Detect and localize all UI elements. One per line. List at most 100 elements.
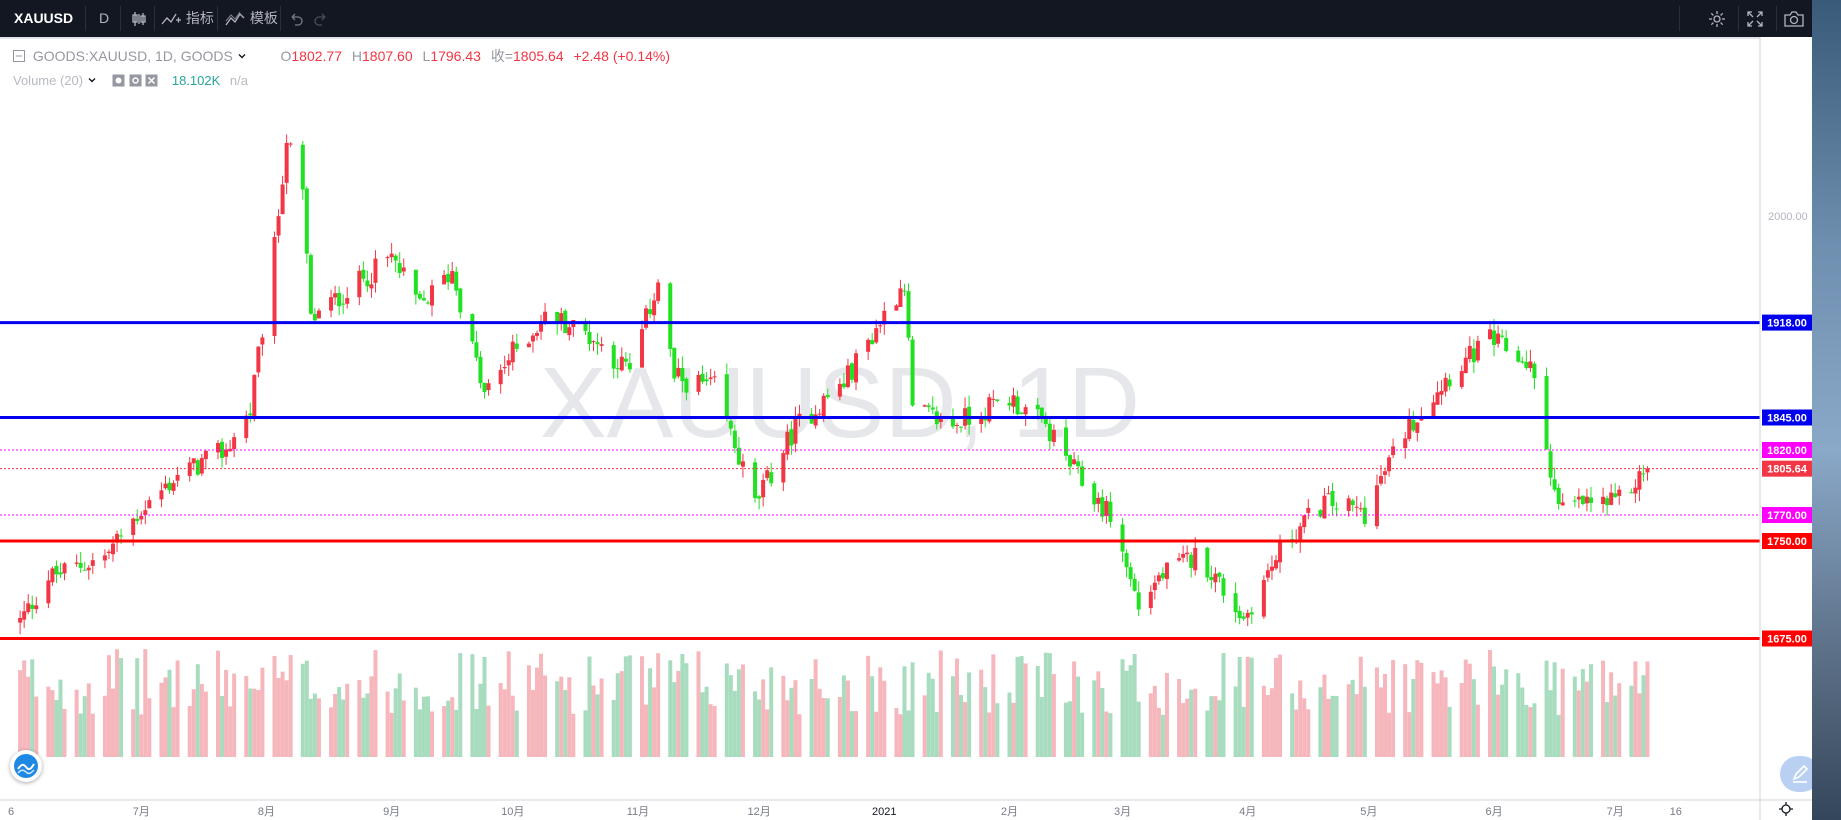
volume-bar bbox=[260, 667, 265, 757]
volume-bar bbox=[1544, 660, 1549, 757]
candle-body bbox=[898, 288, 903, 307]
price-chart[interactable]: XAUUSD, 1D 1918.00 1845.00 1820.00 1805.64 1… bbox=[0, 37, 1812, 820]
volume-bar bbox=[837, 696, 842, 757]
settings-button[interactable] bbox=[1707, 0, 1727, 37]
candle-body bbox=[1148, 591, 1153, 609]
time-tick-label: 2月 bbox=[1001, 806, 1018, 818]
volume-bar bbox=[1278, 654, 1283, 757]
candle-body bbox=[389, 253, 394, 258]
series-title[interactable]: GOODS:XAUUSD, 1D, GOODS bbox=[32, 48, 233, 64]
tradingview-logo-icon bbox=[14, 754, 38, 778]
candle-body bbox=[139, 516, 144, 520]
volume-bar bbox=[1431, 672, 1436, 757]
volume-bar bbox=[1374, 667, 1379, 757]
candle-body bbox=[870, 340, 875, 345]
volume-bar bbox=[769, 667, 774, 757]
volume-bar bbox=[389, 712, 394, 757]
volume-bar bbox=[1350, 679, 1355, 757]
volume-bar bbox=[1504, 669, 1509, 757]
gear-icon[interactable] bbox=[129, 74, 142, 87]
candle-body bbox=[696, 374, 701, 392]
chart-area[interactable]: XAUUSD, 1D 1918.00 1845.00 1820.00 1805.64 1… bbox=[0, 37, 1812, 820]
candle-body bbox=[922, 405, 927, 407]
volume-bar bbox=[58, 679, 63, 757]
volume-bar bbox=[413, 687, 418, 757]
close-icon[interactable] bbox=[145, 74, 158, 87]
candle-body bbox=[539, 322, 544, 332]
volume-bar bbox=[1346, 684, 1351, 757]
volume-bar bbox=[866, 655, 871, 757]
candle-body bbox=[1278, 541, 1283, 563]
volume-bar bbox=[78, 713, 83, 757]
candle-body bbox=[954, 424, 959, 426]
candle-body bbox=[284, 142, 289, 183]
volume-bar bbox=[1556, 714, 1561, 757]
volume-title[interactable]: Volume (20) bbox=[13, 73, 84, 88]
chevron-down-icon[interactable] bbox=[237, 51, 247, 61]
volume-bar bbox=[1148, 693, 1153, 757]
chevron-down-icon[interactable] bbox=[87, 75, 97, 85]
tradingview-logo-button[interactable] bbox=[10, 750, 42, 782]
volume-bar bbox=[648, 668, 653, 757]
snapshot-button[interactable] bbox=[1783, 0, 1805, 37]
candle-body bbox=[1132, 578, 1137, 591]
fullscreen-button[interactable] bbox=[1746, 0, 1764, 37]
volume-bar bbox=[1015, 656, 1020, 757]
undo-button[interactable] bbox=[288, 0, 304, 37]
volume-bar bbox=[1209, 696, 1214, 757]
volume-bar bbox=[139, 714, 144, 757]
templates-button[interactable]: 模板 bbox=[224, 0, 278, 37]
volume-bar bbox=[1548, 690, 1553, 757]
volume-bar bbox=[486, 705, 491, 757]
volume-bar bbox=[341, 699, 346, 757]
change-value: +2.48 (+0.14%) bbox=[573, 48, 671, 64]
candle-body bbox=[1617, 489, 1622, 496]
candle-body bbox=[34, 605, 39, 610]
volume-bar bbox=[482, 656, 487, 757]
candle-body bbox=[1403, 438, 1408, 449]
volume-bar bbox=[930, 678, 935, 757]
volume-legend: Volume (20) 18.102K n/a bbox=[13, 73, 248, 88]
candle-body bbox=[837, 383, 842, 397]
candle-body bbox=[874, 328, 879, 343]
candle-body bbox=[1104, 500, 1109, 516]
collapse-legend-icon[interactable] bbox=[13, 50, 25, 62]
candle-body bbox=[252, 374, 257, 417]
volume-bar bbox=[220, 696, 225, 757]
volume-bar bbox=[809, 678, 814, 757]
candle-body bbox=[1435, 392, 1440, 405]
candle-body bbox=[587, 331, 592, 345]
volume-bar bbox=[30, 659, 35, 757]
candle-body bbox=[555, 311, 560, 324]
volume-bar bbox=[1273, 657, 1278, 757]
indicators-button[interactable]: 指标 bbox=[160, 0, 214, 37]
candle-body bbox=[1463, 357, 1468, 374]
volume-bar bbox=[304, 660, 309, 757]
candle-body bbox=[680, 368, 685, 382]
volume-bar bbox=[1181, 703, 1186, 757]
candle-body bbox=[110, 543, 115, 555]
volume-bar bbox=[1306, 709, 1311, 757]
volume-bar bbox=[1185, 698, 1190, 757]
eye-icon[interactable] bbox=[112, 74, 125, 87]
volume-bar bbox=[934, 711, 939, 757]
interval-button[interactable]: D bbox=[99, 10, 110, 26]
volume-bar bbox=[195, 664, 200, 757]
candle-body bbox=[817, 413, 822, 415]
redo-button[interactable] bbox=[313, 0, 329, 37]
candle-body bbox=[781, 453, 786, 483]
candle-body bbox=[785, 431, 790, 455]
volume-bar bbox=[228, 706, 233, 757]
volume-bar bbox=[401, 700, 406, 757]
time-tick-label: 5月 bbox=[1360, 806, 1377, 818]
candle-body bbox=[470, 314, 475, 342]
candle-body bbox=[425, 302, 430, 304]
volume-bar bbox=[1217, 700, 1222, 757]
symbol-search-button[interactable]: XAUUSD bbox=[14, 10, 74, 26]
volume-bar bbox=[1387, 712, 1392, 757]
chart-type-button[interactable] bbox=[130, 0, 148, 37]
candle-body bbox=[224, 449, 229, 457]
volume-bar bbox=[1023, 663, 1028, 757]
volume-bar bbox=[1132, 654, 1137, 757]
candle-body bbox=[599, 344, 604, 346]
